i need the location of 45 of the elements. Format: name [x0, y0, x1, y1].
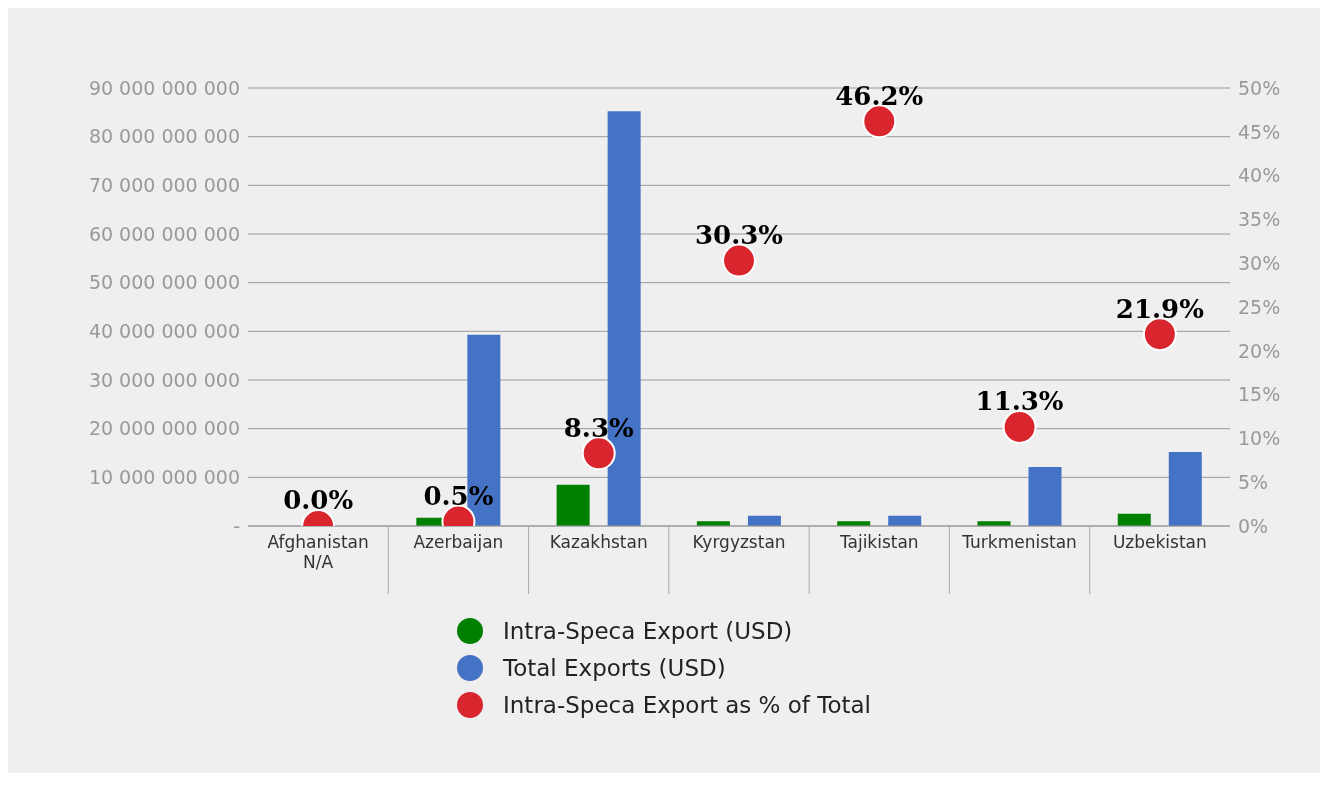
text: 0.0%	[283, 485, 354, 516]
y-tick-label: 90 000 000 000	[88, 76, 240, 99]
y-tick-label: 30 000 000 000	[88, 368, 240, 391]
x-tick-label: Afghanistan N/A	[267, 532, 369, 572]
text: 46.2%	[835, 80, 924, 111]
x-tick-label: Turkmenistan	[961, 532, 1077, 552]
text: 30.3%	[694, 220, 784, 251]
x-tick-label: Azerbaijan	[413, 532, 504, 552]
y-tick-label: 20 000 000 000	[88, 417, 240, 440]
y2-tick-label: 35%	[1238, 208, 1281, 231]
y2-tick-label: 40%	[1238, 164, 1281, 187]
y-tick-label: -	[233, 514, 240, 537]
y-tick-label: 50 000 000 000	[88, 271, 240, 294]
y-tick-label: 40 000 000 000	[88, 320, 240, 343]
x-tick-label: Tajikistan	[838, 532, 919, 552]
y2-tick-label: 25%	[1238, 295, 1281, 318]
bar	[1028, 467, 1062, 526]
point	[1142, 317, 1177, 352]
x-tick-label: Uzbekistan	[1112, 532, 1207, 552]
y2-tick-label: 10%	[1238, 427, 1281, 450]
y-tick-label: 80 000 000 000	[88, 125, 240, 148]
y2-tick-label: 0%	[1238, 514, 1269, 537]
legend-label: Intra-Speca Export (USD)	[503, 617, 793, 644]
y-tick-label: 60 000 000 000	[88, 222, 240, 245]
y2-tick-label: 15%	[1238, 383, 1281, 406]
point	[862, 104, 897, 139]
text: 21.9%	[1115, 293, 1204, 324]
y2-tick-label: 5%	[1238, 470, 1269, 493]
bar	[556, 484, 590, 526]
y2-tick-label: 45%	[1238, 120, 1281, 143]
bar	[1168, 452, 1202, 526]
point	[1002, 410, 1037, 445]
y2-tick-label: 30%	[1238, 251, 1281, 274]
y2-tick-label: 20%	[1238, 339, 1281, 362]
y-tick-label: 70 000 000 000	[88, 174, 240, 197]
text: 11.3%	[975, 386, 1064, 417]
y-tick-label: 10 000 000 000	[88, 466, 240, 489]
legend-label: Total Exports (USD)	[503, 654, 726, 681]
point	[581, 436, 616, 471]
y2-tick-label: 50%	[1238, 76, 1281, 99]
point	[722, 243, 756, 278]
x-tick-label: Kazakhstan	[549, 532, 648, 552]
x-tick-label: Kyrgyzstan	[692, 532, 786, 552]
legend-label: Intra-Speca Export as % of Total	[503, 691, 871, 718]
bar	[1117, 513, 1151, 526]
